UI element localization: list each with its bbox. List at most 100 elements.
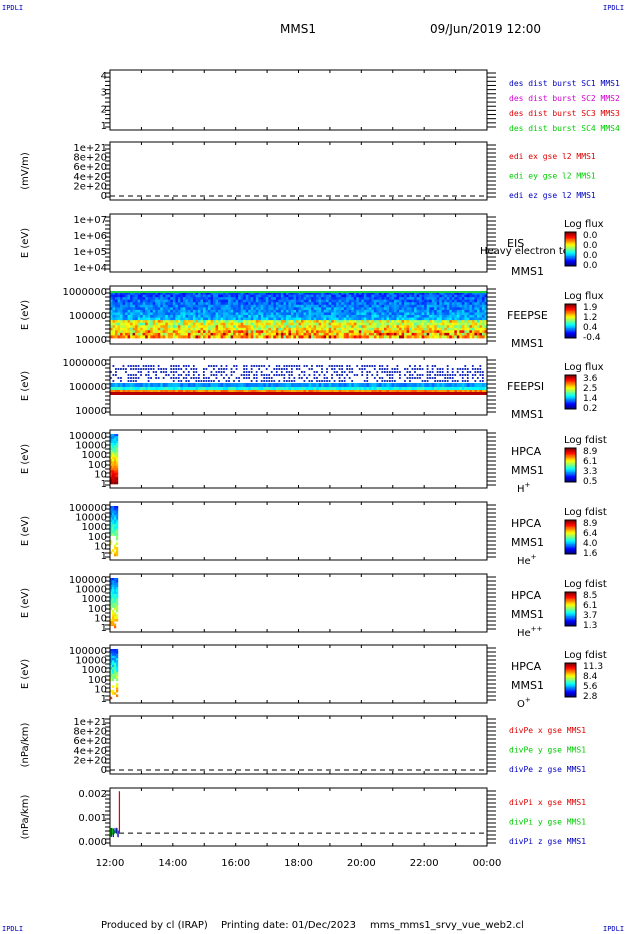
spectrogram-cell — [323, 377, 326, 379]
spectrogram-cell — [333, 335, 337, 339]
spectrogram-cell — [197, 317, 201, 321]
colorbar-cell — [565, 244, 576, 247]
spectrogram-cell — [416, 312, 420, 316]
spectrogram-cell — [421, 309, 425, 313]
spectrogram-cell — [479, 392, 483, 395]
spectrogram-cell — [135, 377, 137, 379]
spectrogram-cell — [220, 390, 224, 392]
colorbar-cell — [565, 326, 576, 329]
spectrogram-cell — [120, 335, 123, 339]
spectrogram-cell — [152, 392, 156, 395]
spectrogram-cell — [373, 317, 377, 321]
spectrogram-cell — [368, 299, 372, 303]
spectrogram-cell — [160, 315, 164, 318]
spectrogram-cell — [122, 315, 126, 318]
y-tick-label: 10 — [94, 684, 107, 695]
spectrogram-cell — [383, 317, 387, 321]
spectrogram-cell — [436, 380, 439, 382]
spectrogram-cell — [268, 299, 272, 303]
spectrogram-cell — [145, 307, 149, 311]
spectrogram-cell — [135, 299, 139, 303]
spectrogram-cell — [250, 380, 253, 382]
colorbar-cell — [565, 392, 576, 394]
y-tick-label: 100000 — [69, 503, 107, 514]
spectrogram-cell — [114, 660, 117, 663]
spectrogram-cell — [381, 302, 385, 306]
spectrogram-cell — [318, 307, 322, 311]
spectrogram-cell — [346, 302, 350, 306]
spectrogram-cell — [301, 322, 304, 326]
spectrogram-cell — [419, 294, 423, 298]
spectrogram-cell — [213, 332, 216, 336]
spectrogram-cell — [170, 322, 174, 326]
spectrogram-cell — [341, 304, 345, 308]
spectrogram-cell — [238, 380, 240, 382]
spectrogram-cell — [376, 297, 380, 301]
spectrogram-cell — [471, 297, 475, 301]
spectrogram-cell — [283, 317, 287, 321]
spectrogram-cell — [356, 312, 360, 316]
spectrogram-cell — [112, 292, 116, 295]
spectrogram-cell — [449, 322, 453, 326]
spectrogram-cell — [373, 309, 377, 313]
spectrogram-cell — [116, 660, 119, 663]
spectrogram-cell — [366, 332, 370, 336]
spectrogram-cell — [351, 322, 355, 326]
spectrogram-cell — [459, 332, 463, 336]
spectrogram-cell — [444, 320, 448, 324]
spectrogram-cell — [283, 332, 287, 336]
spectrogram-cell — [366, 387, 370, 390]
spectrogram-cell — [225, 387, 229, 390]
spectrogram-cell — [152, 304, 156, 308]
spectrogram-cell — [444, 304, 448, 308]
spectrogram-cell — [280, 292, 284, 295]
spectrogram-cell — [110, 591, 113, 595]
spectrogram-cell — [225, 294, 229, 298]
spectrogram-cell — [200, 335, 204, 339]
spectrogram-cell — [180, 374, 183, 376]
spectrogram-cell — [449, 327, 453, 331]
colorbar-cell — [565, 688, 576, 691]
spectrogram-cell — [116, 605, 119, 608]
spectrogram-cell — [293, 322, 297, 326]
spectrogram-cell — [333, 317, 337, 321]
spectrogram-cell — [338, 312, 342, 316]
spectrogram-cell — [185, 392, 189, 395]
spectrogram-cell — [250, 371, 253, 373]
spectrogram-cell — [192, 299, 196, 303]
spectrogram-cell — [343, 390, 347, 392]
spectrogram-cell — [218, 317, 221, 321]
spectrogram-cell — [114, 612, 117, 615]
spectrogram-cell — [406, 297, 410, 301]
spectrogram-cell — [110, 447, 113, 451]
spectrogram-cell — [381, 299, 385, 303]
spectrogram-cell — [469, 297, 473, 301]
spectrogram-cell — [172, 365, 175, 367]
spectrogram-cell — [356, 322, 360, 326]
spectrogram-cell — [316, 383, 319, 387]
colorbar-cell — [565, 455, 576, 457]
colorbar-tick-label: 0.2 — [583, 404, 597, 414]
spectrogram-cell — [265, 383, 269, 387]
spectrogram-cell — [441, 307, 445, 311]
spectrogram-cell — [127, 327, 131, 331]
spectrogram-cell — [348, 365, 351, 367]
spectrogram-cell — [110, 307, 113, 311]
colorbar-cell — [565, 692, 576, 695]
spectrogram-cell — [268, 365, 271, 367]
spectrogram-cell — [333, 302, 337, 306]
spectrogram-cell — [434, 390, 438, 392]
spectrogram-cell — [120, 332, 123, 336]
spectrogram-cell — [363, 320, 367, 324]
spectrogram-cell — [484, 335, 488, 339]
spectrogram-cell — [273, 335, 277, 339]
spectrogram-cell — [115, 383, 118, 387]
spectrogram-cell — [318, 312, 322, 316]
spectrogram-cell — [409, 304, 412, 308]
spectrogram-cell — [333, 380, 336, 382]
spectrogram-cell — [404, 292, 407, 295]
spectrogram-cell — [308, 330, 312, 334]
spectrogram-cell — [215, 294, 219, 298]
spectrogram-cell — [115, 322, 118, 326]
spectrogram-cell — [147, 297, 151, 301]
